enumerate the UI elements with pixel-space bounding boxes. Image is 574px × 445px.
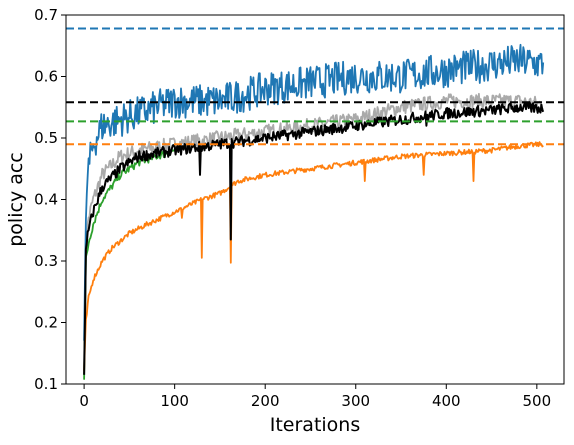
x-tick-label: 100 [160,392,189,410]
y-axis-ticks: 0.1 0.2 0.3 0.4 0.5 0.6 0.7 [34,6,66,393]
y-tick-label: 0.6 [34,68,58,86]
series-line-2 [83,141,544,371]
y-tick-label: 0.2 [34,314,58,332]
series-line-1 [83,149,176,380]
y-tick-label: 0.1 [34,375,58,393]
x-tick-label: 200 [251,392,280,410]
x-axis-title: Iterations [270,414,361,436]
series-line-4 [83,101,545,375]
x-axis-ticks: 0 100 200 300 400 500 [79,384,551,410]
x-tick-label: 0 [79,392,89,410]
y-axis-title: policy acc [5,152,27,247]
y-tick-label: 0.4 [34,191,58,209]
x-tick-label: 400 [432,392,461,410]
y-tick-label: 0.5 [34,129,58,147]
x-tick-label: 300 [341,392,370,410]
plot-area [66,27,564,380]
series-line-3 [83,43,545,341]
x-tick-label: 500 [523,392,552,410]
series-line-0 [83,92,544,371]
y-tick-label: 0.7 [34,6,58,24]
y-tick-label: 0.3 [34,252,58,270]
